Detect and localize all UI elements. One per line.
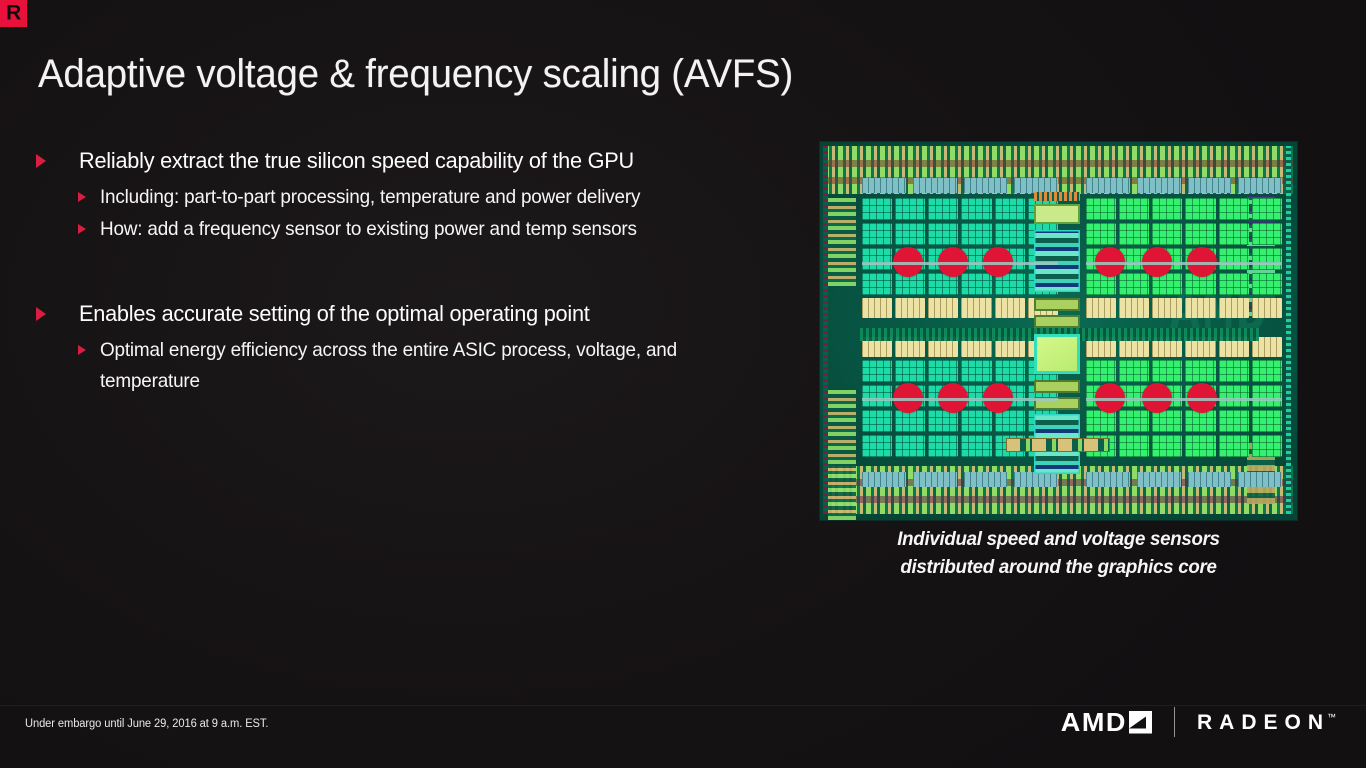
bullet-level2: Including: part-to-part processing, temp… bbox=[78, 182, 796, 213]
page-title: Adaptive voltage & frequency scaling (AV… bbox=[38, 52, 794, 96]
die-bottom-pad-row bbox=[1006, 438, 1110, 452]
bullet-level1-label: Reliably extract the true silicon speed … bbox=[79, 148, 634, 173]
die-pad-strip-right bbox=[1286, 146, 1291, 514]
figure-caption-line2: distributed around the graphics core bbox=[900, 556, 1217, 578]
trademark-symbol: ™ bbox=[1327, 711, 1336, 722]
radeon-logo: RADEON ™ bbox=[1197, 712, 1336, 733]
bullet-level2: Optimal energy efficiency across the ent… bbox=[78, 335, 796, 397]
die-center-interface-column bbox=[1034, 192, 1080, 474]
die-cache-bar-row-top-right bbox=[1086, 178, 1282, 193]
radeon-wordmark: RADEON bbox=[1196, 710, 1330, 734]
triangle-bullet-icon bbox=[36, 307, 46, 321]
bullet-group-spacer bbox=[36, 246, 796, 298]
footer-divider bbox=[0, 705, 1366, 706]
radeon-r-glyph: R bbox=[6, 1, 21, 25]
amd-arrow-icon bbox=[1128, 710, 1152, 734]
amd-wordmark: AMD bbox=[1060, 707, 1128, 737]
figure-caption-line1: Individual speed and voltage sensors bbox=[897, 528, 1220, 550]
triangle-bullet-icon bbox=[78, 224, 86, 234]
die-shader-array-right bbox=[1086, 198, 1282, 464]
bullet-level1: Reliably extract the true silicon speed … bbox=[36, 145, 796, 176]
die-edge-block-left-top bbox=[828, 198, 856, 286]
gpu-die-figure: AMD bbox=[820, 142, 1297, 520]
bullet-level2-label: Including: part-to-part processing, temp… bbox=[100, 186, 641, 208]
amd-logo: AMD bbox=[1060, 707, 1152, 737]
die-pad-strip-left bbox=[823, 146, 828, 514]
figure-caption: Individual speed and voltage sensors dis… bbox=[830, 525, 1288, 581]
bullet-level1: Enables accurate setting of the optimal … bbox=[36, 298, 796, 329]
brand-divider bbox=[1173, 707, 1175, 737]
bullet-level2-label: Optimal energy efficiency across the ent… bbox=[100, 339, 677, 392]
bullet-level1-label: Enables accurate setting of the optimal … bbox=[79, 301, 590, 326]
embargo-notice: Under embargo until June 29, 2016 at 9 a… bbox=[25, 718, 269, 730]
bullet-level2-label: How: add a frequency sensor to existing … bbox=[100, 218, 637, 240]
radeon-corner-mark: R bbox=[0, 0, 27, 27]
bullet-list: Reliably extract the true silicon speed … bbox=[36, 145, 796, 398]
die-edge-block-left-bottom bbox=[828, 390, 856, 520]
gpu-die-image: AMD bbox=[820, 142, 1297, 520]
triangle-bullet-icon bbox=[78, 192, 86, 202]
bullet-level2: How: add a frequency sensor to existing … bbox=[78, 214, 796, 245]
die-cache-bar-row-bottom-left bbox=[862, 472, 1058, 487]
triangle-bullet-icon bbox=[36, 154, 46, 168]
triangle-bullet-icon bbox=[78, 345, 86, 355]
brand-lockup: AMD RADEON ™ bbox=[1060, 707, 1336, 737]
die-cache-bar-row-bottom-right bbox=[1086, 472, 1282, 487]
die-cache-bar-row-top-left bbox=[862, 178, 1058, 193]
